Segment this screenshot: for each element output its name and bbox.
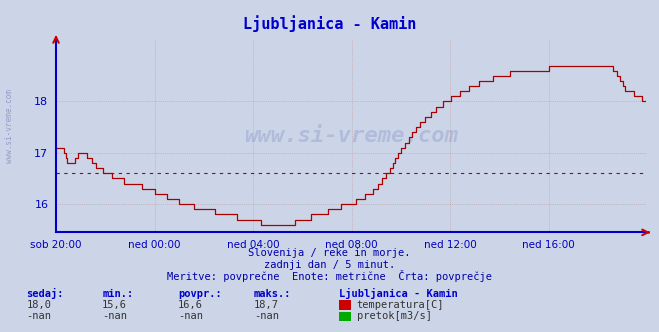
Text: temperatura[C]: temperatura[C] [357, 300, 444, 310]
Text: zadnji dan / 5 minut.: zadnji dan / 5 minut. [264, 260, 395, 270]
Text: 18,0: 18,0 [26, 300, 51, 310]
Text: maks.:: maks.: [254, 289, 291, 299]
Text: -nan: -nan [102, 311, 127, 321]
Text: Slovenija / reke in morje.: Slovenija / reke in morje. [248, 248, 411, 258]
Text: -nan: -nan [178, 311, 203, 321]
Text: 15,6: 15,6 [102, 300, 127, 310]
Text: sedaj:: sedaj: [26, 288, 64, 299]
Text: Ljubljanica - Kamin: Ljubljanica - Kamin [243, 15, 416, 32]
Text: pretok[m3/s]: pretok[m3/s] [357, 311, 432, 321]
Text: Meritve: povprečne  Enote: metrične  Črta: povprečje: Meritve: povprečne Enote: metrične Črta:… [167, 270, 492, 282]
Text: 16,6: 16,6 [178, 300, 203, 310]
Text: Ljubljanica - Kamin: Ljubljanica - Kamin [339, 288, 458, 299]
Text: 18,7: 18,7 [254, 300, 279, 310]
Text: povpr.:: povpr.: [178, 289, 221, 299]
Text: www.si-vreme.com: www.si-vreme.com [5, 89, 14, 163]
Text: -nan: -nan [26, 311, 51, 321]
Text: min.:: min.: [102, 289, 133, 299]
Text: -nan: -nan [254, 311, 279, 321]
Text: www.si-vreme.com: www.si-vreme.com [244, 126, 458, 146]
